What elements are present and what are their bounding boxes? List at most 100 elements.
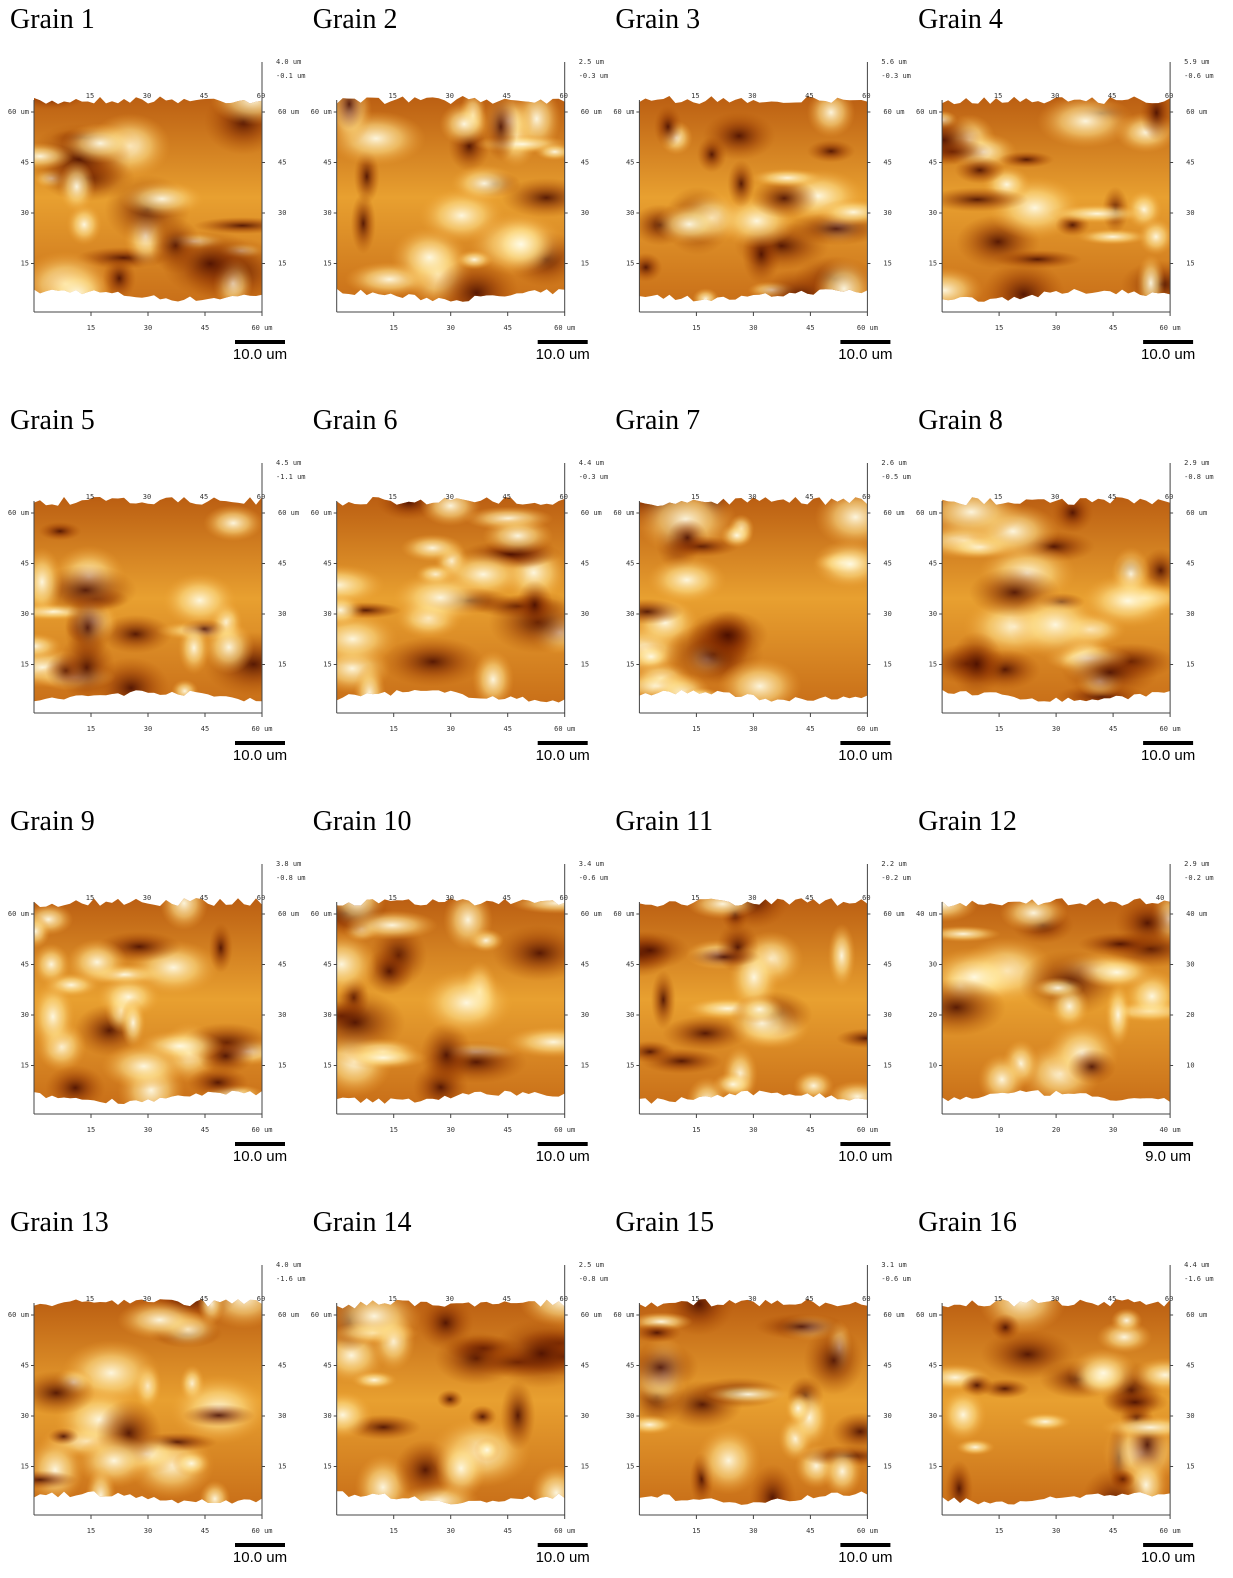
- y-tick-label: 30: [1186, 1412, 1194, 1420]
- y-tick-label: 15: [278, 661, 286, 669]
- y-tick-label: 60 um: [883, 108, 904, 116]
- afm-surface: [326, 77, 591, 328]
- x-tick-label: 15: [995, 725, 1003, 733]
- x-tick-label: 10: [995, 1126, 1003, 1134]
- y-tick-label: 45: [21, 560, 29, 568]
- highlight: [1000, 893, 1068, 932]
- y-tick-label: 15: [883, 1062, 891, 1070]
- top-tick-label: 60: [862, 1295, 870, 1303]
- y-tick-label: 30: [278, 1412, 286, 1420]
- y-tick-label: 40 um: [1186, 910, 1207, 918]
- highlight: [58, 160, 95, 213]
- shadow: [991, 1314, 1020, 1341]
- afm-surface: [629, 87, 890, 323]
- highlight: [531, 1465, 583, 1521]
- highlight: [1137, 254, 1165, 312]
- top-tick-label: 15: [86, 894, 94, 902]
- highlight: [827, 1081, 888, 1113]
- shadow: [955, 157, 1005, 184]
- top-tick-label: 45: [1108, 493, 1116, 501]
- top-tick-label: 45: [1108, 1295, 1116, 1303]
- top-tick-label: 45: [200, 493, 208, 501]
- top-tick-label: 45: [502, 92, 510, 100]
- highlight: [312, 1391, 373, 1439]
- highlight: [736, 995, 783, 1024]
- scale-label: 10.0 um: [233, 747, 287, 764]
- y-tick-label: 45: [581, 1362, 589, 1370]
- top-tick-label: 15: [691, 1295, 699, 1303]
- x-tick-label: 60 um: [1160, 725, 1181, 733]
- y-tick-label: 15: [626, 260, 634, 268]
- z-min-label: -0.8 um: [276, 874, 306, 882]
- y-tick-label: 45: [323, 159, 331, 167]
- z-max-label: 2.5 um: [579, 1261, 604, 1269]
- panel: Grain 103.4 um-0.6 um15304560 um15304560…: [305, 806, 608, 1165]
- scale-label: 10.0 um: [838, 747, 892, 764]
- top-tick-label: 60: [1165, 493, 1173, 501]
- y-tick-label: 15: [323, 1463, 331, 1471]
- x-tick-label: 30: [446, 725, 454, 733]
- y-tick-label: 45: [883, 1362, 891, 1370]
- scale-bar: [840, 1543, 890, 1547]
- y-tick-label: 60 um: [278, 910, 299, 918]
- panel-title: Grain 3: [615, 4, 700, 35]
- shadow: [2, 1471, 78, 1490]
- y-tick-label: 60 um: [581, 108, 602, 116]
- highlight: [450, 165, 518, 203]
- y-tick-label: 60 um: [8, 509, 29, 517]
- highlight: [1078, 956, 1155, 989]
- scale-bar: [538, 1543, 588, 1547]
- highlight: [86, 1466, 116, 1526]
- highlight: [160, 876, 208, 930]
- top-tick-label: 45: [805, 1295, 813, 1303]
- x-tick-label: 45: [806, 1527, 814, 1535]
- y-tick-label: 45: [278, 961, 286, 969]
- panel-title: Grain 4: [918, 4, 1003, 35]
- highlight: [647, 556, 727, 603]
- z-max-label: 4.0 um: [276, 1261, 301, 1269]
- scale-label: 10.0 um: [1141, 747, 1195, 764]
- scale-label: 10.0 um: [1141, 1549, 1195, 1566]
- z-min-label: -0.3 um: [579, 72, 609, 80]
- x-tick-label: 60 um: [554, 324, 575, 332]
- afm-surface: [2, 1267, 286, 1526]
- x-tick-label: 60 um: [1160, 324, 1181, 332]
- top-tick-label: 30: [1051, 493, 1059, 501]
- z-max-label: 4.4 um: [1184, 1261, 1209, 1269]
- top-tick-label: 15: [994, 92, 1002, 100]
- y-tick-label: 15: [323, 1062, 331, 1070]
- y-tick-label: 45: [278, 159, 286, 167]
- afm-surface: [914, 484, 1189, 709]
- y-tick-label: 15: [883, 1463, 891, 1471]
- top-tick-label: 60: [1165, 1295, 1173, 1303]
- z-max-label: 3.1 um: [881, 1261, 906, 1269]
- x-tick-label: 45: [503, 1527, 511, 1535]
- panel: Grain 122.9 um-0.2 um10203040 um4040 um3…: [907, 806, 1214, 1165]
- z-min-label: -0.5 um: [881, 473, 911, 481]
- y-tick-label: 15: [883, 260, 891, 268]
- x-tick-label: 30: [1052, 725, 1060, 733]
- y-tick-label: 30: [929, 610, 937, 618]
- y-tick-label: 45: [626, 1362, 634, 1370]
- shadow: [1068, 1049, 1116, 1084]
- highlight: [718, 658, 802, 714]
- shadow: [516, 580, 553, 629]
- figure: Grain 14.0 um-0.1 um15304560 um153045606…: [0, 0, 1233, 1578]
- shadow: [688, 947, 761, 968]
- shadow: [39, 522, 82, 541]
- y-tick-label: 45: [929, 159, 937, 167]
- top-tick-label: 45: [805, 894, 813, 902]
- y-tick-label: 30: [1186, 961, 1194, 969]
- y-tick-label: 45: [21, 961, 29, 969]
- highlight: [439, 103, 489, 146]
- scale-bar: [235, 340, 285, 344]
- x-tick-label: 40 um: [1160, 1126, 1181, 1134]
- x-tick-label: 30: [446, 1126, 454, 1134]
- x-tick-label: 60 um: [857, 1126, 878, 1134]
- y-tick-label: 15: [21, 260, 29, 268]
- highlight: [456, 250, 494, 270]
- z-min-label: -0.2 um: [881, 874, 911, 882]
- highlight: [750, 168, 824, 187]
- highlight: [822, 1446, 862, 1497]
